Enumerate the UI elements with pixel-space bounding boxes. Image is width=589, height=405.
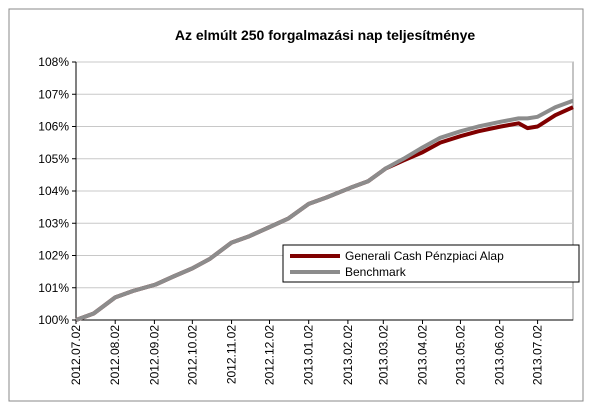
x-tick-label: 2013.07.02 (531, 325, 545, 385)
legend-label: Benchmark (345, 265, 407, 279)
y-tick-label: 107% (38, 87, 69, 101)
y-tick-label: 102% (38, 249, 69, 263)
x-tick-label: 2012.11.02 (225, 325, 239, 384)
y-tick-label: 106% (38, 120, 69, 134)
y-tick-label: 103% (38, 216, 69, 230)
legend: Generali Cash Pénzpiaci Alap Benchmark (282, 244, 580, 283)
y-tick-label: 105% (38, 152, 69, 166)
legend-label: Generali Cash Pénzpiaci Alap (345, 249, 504, 263)
chart-title: Az elmúlt 250 forgalmazási nap teljesítm… (175, 27, 476, 43)
y-tick-label: 100% (38, 313, 69, 327)
series-line (75, 98, 574, 322)
x-tick-label: 2012.08.02 (108, 325, 122, 385)
x-tick-label: 2013.03.02 (376, 325, 390, 385)
x-tick-label: 2012.10.02 (185, 325, 199, 385)
y-tick-label: 101% (38, 281, 69, 295)
x-tick-label: 2013.06.02 (493, 325, 507, 385)
x-tick-label: 2012.09.02 (147, 325, 161, 385)
x-tick-label: 2012.12.02 (262, 325, 276, 385)
legend-box (282, 244, 580, 283)
x-tick-label: 2013.02.02 (341, 325, 355, 385)
x-tick-label: 2013.01.02 (302, 325, 316, 385)
y-tick-label: 104% (38, 184, 69, 198)
x-tick-label: 2013.05.02 (453, 325, 467, 385)
y-tick-label: 108% (38, 55, 69, 69)
x-tick-label: 2012.07.02 (69, 325, 83, 385)
x-tick-label: 2013.04.02 (416, 325, 430, 385)
